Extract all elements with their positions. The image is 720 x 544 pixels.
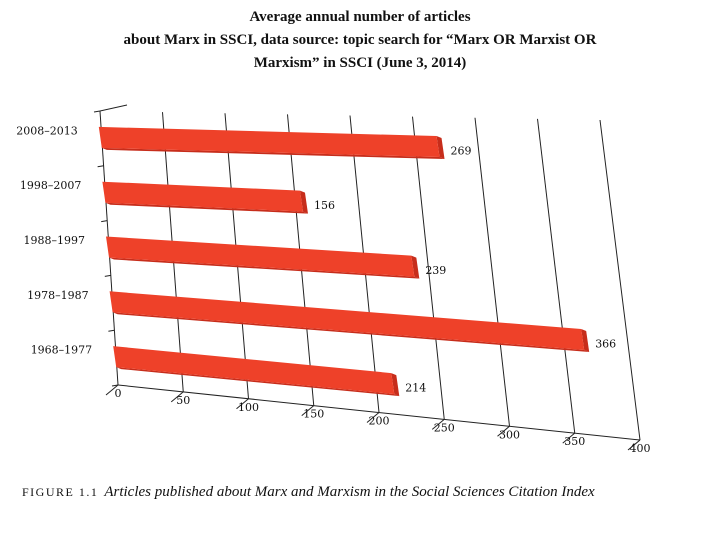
bar (102, 181, 303, 212)
x-axis-line (117, 384, 641, 441)
chart-title-line-1: Average annual number of articles (249, 9, 471, 25)
x-tick-mark (366, 412, 380, 423)
category-label: 1998–2007 (20, 179, 82, 192)
category-label: 1988–1997 (24, 234, 86, 247)
bar-underside (109, 257, 420, 279)
bar (109, 291, 585, 350)
bar (113, 346, 395, 395)
x-tick-label: 300 (499, 428, 520, 441)
bar-underside (116, 367, 400, 397)
gridline (537, 118, 576, 434)
bar-underside (101, 147, 445, 160)
x-tick-mark (431, 418, 445, 430)
bar-value-label: 156 (314, 199, 335, 212)
bar-underside (112, 312, 590, 352)
chart-title: Average annual number of articles about … (0, 6, 720, 75)
category-label: 1978–1987 (27, 289, 89, 302)
bar (98, 126, 440, 158)
category-tick (97, 165, 104, 168)
bar-side (299, 190, 308, 214)
bar-value-label: 239 (425, 264, 446, 277)
gridline (474, 117, 510, 427)
category-label: 2008–2013 (16, 124, 78, 137)
bar-underside (105, 202, 308, 214)
bar-side (391, 373, 400, 397)
category-tick (111, 384, 119, 387)
x-tick-label: 200 (369, 415, 390, 428)
gridline (412, 116, 445, 420)
category-label: 1968–1977 (31, 344, 93, 357)
x-tick-mark (562, 432, 576, 444)
bar-side (436, 136, 445, 160)
x-tick-label: 0 (115, 387, 122, 400)
category-tick (108, 329, 115, 332)
x-tick-label: 350 (564, 435, 585, 448)
chart-title-line-2: about Marx in SSCI, data source: topic s… (123, 32, 597, 48)
bar-value-label: 269 (451, 145, 472, 158)
x-tick-mark (301, 405, 315, 417)
x-tick-mark (627, 439, 641, 451)
bar (106, 236, 415, 277)
x-tick-label: 100 (238, 401, 259, 414)
x-tick-mark (497, 425, 510, 437)
x-tick-label: 250 (434, 421, 455, 434)
x-tick-label: 400 (630, 442, 651, 455)
x-tick-mark (236, 398, 249, 410)
category-tick (101, 220, 108, 223)
figure-caption: FIGURE 1.1 Articles published about Marx … (22, 484, 595, 501)
x-tick-label: 50 (176, 394, 190, 407)
x-tick-mark (105, 384, 119, 396)
x-tick-mark (170, 391, 184, 403)
bar-side (581, 328, 590, 352)
gridline (599, 119, 641, 441)
chart-title-line-3: Marxism” in SSCI (June 3, 2014) (253, 55, 467, 71)
category-tick (93, 110, 101, 113)
figure-caption-text: Articles published about Marx and Marxis… (104, 484, 595, 500)
figure-label: FIGURE 1.1 (22, 485, 99, 499)
x-tick-label: 150 (303, 408, 324, 421)
axis-top-tick (99, 104, 128, 112)
bar-value-label: 214 (405, 382, 426, 395)
bar-value-label: 366 (595, 337, 616, 350)
bar-side (411, 255, 420, 279)
category-tick (104, 274, 111, 277)
